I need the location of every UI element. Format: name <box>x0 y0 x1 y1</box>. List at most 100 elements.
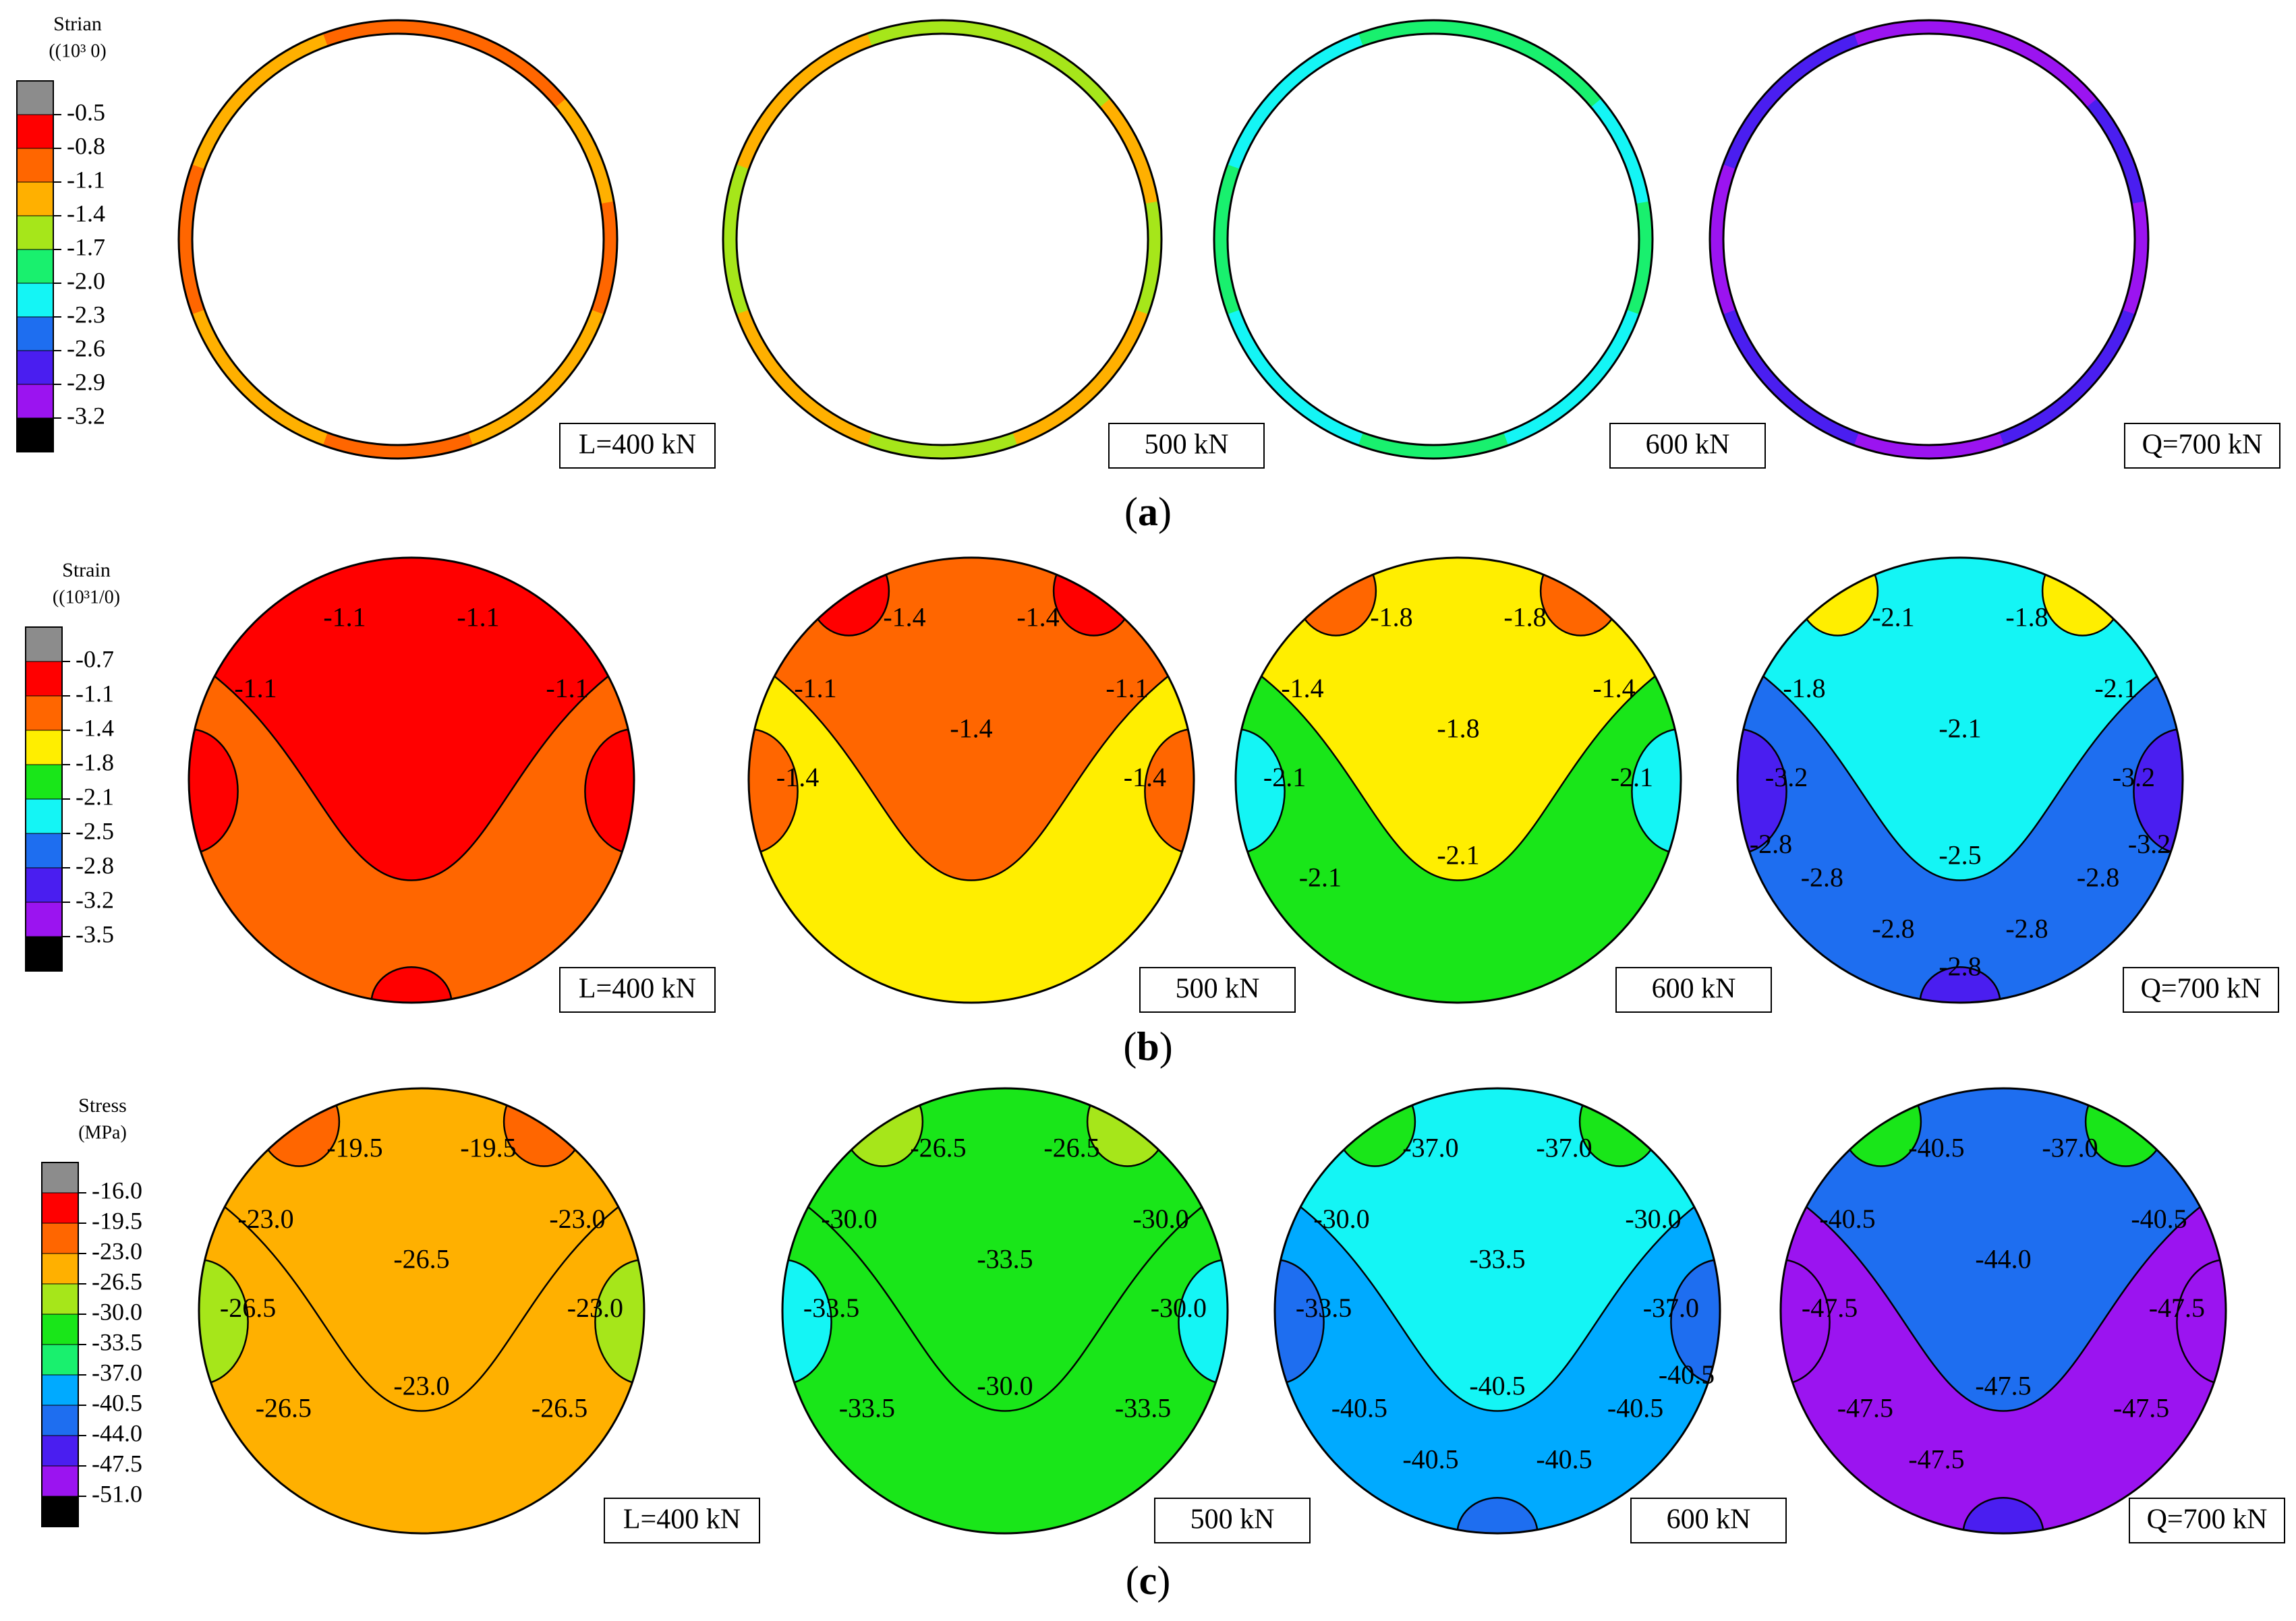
legend-swatch <box>41 1435 79 1467</box>
contour-label: -33.5 <box>803 1293 859 1323</box>
contour-label: -1.8 <box>1503 602 1546 632</box>
region-top <box>1738 558 2183 881</box>
load-label: Q=700 kN <box>2147 1504 2268 1535</box>
panel-a-1: L=400 kN <box>177 19 716 469</box>
contour-label: -2.8 <box>1939 951 1981 982</box>
legend-swatch <box>41 1374 79 1406</box>
ring-accent-arc <box>2086 98 2146 204</box>
legend-swatch <box>16 114 54 149</box>
contour-label: -1.8 <box>1370 602 1412 632</box>
ring-accent-arc <box>1999 310 2135 446</box>
legend-a: Strian ((10³ 0) -0.5 -0.8 -1.1 -1.4 -1.7 -2.0 -2… <box>16 13 107 452</box>
panel-caption: (a) <box>1124 490 1172 534</box>
legend-label: -23.0 <box>92 1237 142 1264</box>
contour-label: -26.5 <box>256 1393 312 1423</box>
contour-label: -33.5 <box>1296 1293 1352 1323</box>
region-corner-lobe <box>2041 558 2124 637</box>
contour-label: -47.5 <box>1908 1444 1964 1475</box>
legend-swatch <box>16 148 54 183</box>
contour-label: -23.0 <box>237 1204 293 1234</box>
load-label: L=400 kN <box>579 974 696 1005</box>
legend-swatch <box>25 798 63 834</box>
legend-swatch <box>16 80 54 115</box>
ring-accent-arc <box>468 310 604 446</box>
contour-label: -33.5 <box>1115 1393 1171 1423</box>
contour-label: -1.8 <box>1437 713 1479 744</box>
region-side-lobe <box>1781 1258 1831 1386</box>
contour-label: -44.0 <box>1975 1244 2031 1274</box>
contour-label: -30.0 <box>1313 1204 1369 1234</box>
contour-label: -1.1 <box>794 673 836 703</box>
panel-c-3: -37.0 -37.0 -30.0 -30.0 -33.5 -33.5 -37.0 -40.5… <box>1273 1087 1787 1543</box>
region-corner-lobe <box>1052 558 1135 637</box>
load-label-box <box>1609 423 1766 469</box>
region-top <box>1781 1088 2226 1412</box>
load-label: 600 kN <box>1652 974 1736 1005</box>
disk-edge <box>1736 556 2184 1004</box>
panel-c-1: -19.5 -19.5 -23.0 -23.0 -26.5 -26.5 -23.0 -23.0… <box>198 1087 760 1543</box>
contour-label: -3.2 <box>2113 762 2155 792</box>
ring-band <box>1214 20 1653 459</box>
ring-accent-arc <box>1723 310 1859 446</box>
legend-swatch <box>16 384 54 419</box>
legend-units: ((10³ 0) <box>49 40 106 61</box>
disk-edge <box>747 556 1195 1004</box>
contour-label: -40.5 <box>1469 1371 1525 1401</box>
row-b: Strain((10³1/0)-0.7-1.1-1.4-1.8-2.1-2.5-… <box>25 556 2279 1069</box>
contour-label: -30.0 <box>977 1371 1033 1401</box>
contour-label: -47.5 <box>1802 1293 1858 1323</box>
load-label: 500 kN <box>1190 1504 1275 1535</box>
legend-c: Stress (MPa) -16.0 -19.5 -23.0 -26.5 -30.0 -33.… <box>41 1094 142 1527</box>
legend-label: -47.5 <box>92 1450 142 1477</box>
contour-label: -30.0 <box>1132 1204 1188 1234</box>
region-top <box>1275 1088 1720 1412</box>
contour-label: -2.8 <box>2005 914 2048 944</box>
legend-label: -0.8 <box>67 132 105 159</box>
contour-label: -40.5 <box>1331 1393 1387 1423</box>
disk-fill <box>189 558 634 1003</box>
legend-swatch <box>25 902 63 937</box>
load-label: 600 kN <box>1667 1504 1751 1535</box>
ring-inner-edge <box>191 32 605 446</box>
contour-label: -37.0 <box>2042 1133 2098 1163</box>
legend-label: -19.5 <box>92 1207 142 1234</box>
legend-swatch <box>25 626 63 662</box>
ring-accent-arc <box>1012 310 1149 446</box>
disk-edge <box>1779 1087 2227 1535</box>
contour-label: -1.4 <box>1016 602 1059 632</box>
contour-label: -2.8 <box>1872 914 1914 944</box>
ring-accent-arc <box>736 33 872 169</box>
contour-label: -3.2 <box>2128 829 2171 859</box>
legend-swatch <box>41 1283 79 1315</box>
load-label: L=400 kN <box>579 430 696 461</box>
contour-label: -47.5 <box>2149 1293 2205 1323</box>
legend-title: Stress <box>78 1094 127 1117</box>
region-top <box>189 558 634 881</box>
legend-units: (MPa) <box>78 1122 127 1143</box>
region-top <box>782 1088 1228 1412</box>
contour-label: -2.1 <box>1263 762 1306 792</box>
ring-accent-arc <box>1099 98 1159 204</box>
contour-label: -33.5 <box>977 1244 1033 1274</box>
contour-label: -2.5 <box>1939 840 1981 871</box>
region-side-lobe <box>1738 728 1787 855</box>
legend-swatch <box>25 695 63 731</box>
load-label-box <box>2123 967 2279 1013</box>
legend-label: -26.5 <box>92 1268 142 1295</box>
contour-label: -26.5 <box>532 1393 587 1423</box>
ring-band <box>179 20 617 459</box>
row-a: Strian ((10³ 0) -0.5 -0.8 -1.1 -1.4 -1.7 -2.0 -2… <box>16 13 2280 534</box>
ring-outer-edge <box>1709 19 2150 460</box>
legend-label: -1.1 <box>76 680 114 707</box>
contour-label: -1.1 <box>546 673 588 703</box>
ring-accent-arc <box>736 310 872 446</box>
contour-label: -40.5 <box>1819 1204 1875 1234</box>
legend-label: -0.7 <box>76 645 114 672</box>
contour-label: -2.1 <box>2094 673 2137 703</box>
contour-label: -1.4 <box>950 713 992 744</box>
load-label-box <box>1615 967 1772 1013</box>
contour-label: -1.4 <box>1124 762 1166 792</box>
ring-outer-edge <box>1213 19 1654 460</box>
ring-accent-arc <box>192 33 328 169</box>
contour-label: -1.8 <box>1783 673 1825 703</box>
